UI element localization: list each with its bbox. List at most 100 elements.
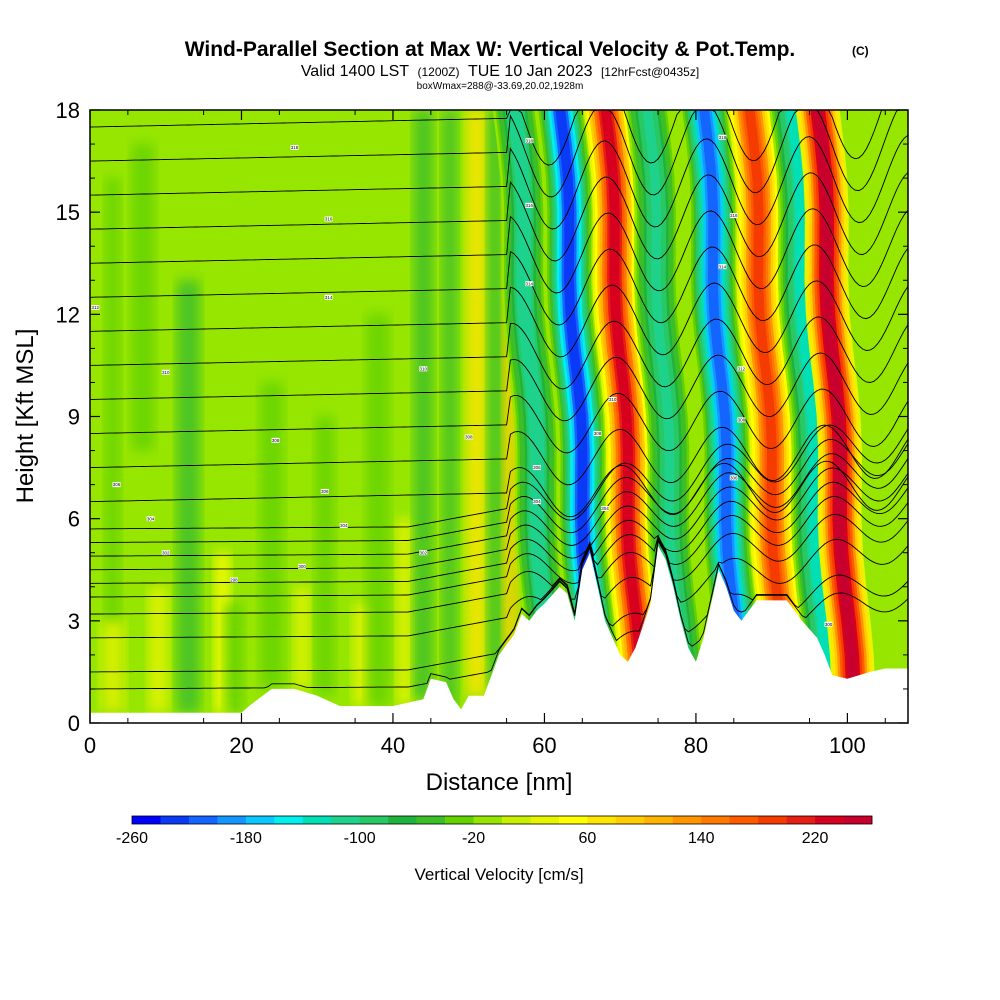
colorbar-swatch <box>331 816 360 824</box>
velocity-band-level <box>812 110 859 723</box>
velocity-band-level <box>699 110 745 723</box>
field-stripe <box>366 314 390 706</box>
colorbar-tick-label: -20 <box>462 830 485 847</box>
field-stripe <box>294 586 310 689</box>
contour-label: 304 <box>147 516 155 521</box>
colorbar-swatch <box>188 816 218 824</box>
x-axis-label: Distance [nm] <box>426 769 573 796</box>
colorbar-swatch <box>558 816 588 824</box>
isentrope-line <box>90 110 908 198</box>
contour-label: 314 <box>325 295 333 300</box>
contour-label: 306 <box>321 489 329 494</box>
isentrope-line <box>90 467 908 571</box>
contour-label: 302 <box>162 550 170 555</box>
contour-label: 318 <box>291 145 299 150</box>
colorbar-swatch <box>359 816 389 824</box>
x-tick-label: 80 <box>684 733 708 758</box>
colorbar-swatch <box>132 816 161 824</box>
colorbar-swatch <box>815 816 844 824</box>
isentrope-line <box>90 388 908 454</box>
y-tick-label: 6 <box>68 507 80 532</box>
contour-label: 318 <box>526 138 534 143</box>
contour-label-bg <box>298 563 307 569</box>
colorbar-swatch <box>530 816 560 824</box>
colorbar-tick-label: 60 <box>578 830 596 847</box>
y-tick-label: 3 <box>68 609 80 634</box>
contour-label: 300 <box>298 564 306 569</box>
contour-label: 310 <box>162 370 170 375</box>
contour-label: 308 <box>738 418 746 423</box>
isentrope-line <box>90 424 908 486</box>
y-axis-label: Height [Kft MSL] <box>12 329 39 504</box>
isentrope-line <box>90 453 908 557</box>
colorbar-swatch <box>672 816 702 824</box>
field-stripe <box>442 110 458 710</box>
isentrope-line <box>90 134 908 230</box>
isentrope-line <box>90 538 908 673</box>
colorbar-tick-label: -100 <box>344 830 376 847</box>
field-stripe <box>260 382 284 689</box>
colorbar-swatch <box>758 816 787 824</box>
chart-subtitle: Valid 1400 LST (1200Z) TUE 10 Jan 2023 [… <box>301 63 699 80</box>
contour-label: 316 <box>730 213 738 218</box>
velocity-band <box>682 110 762 723</box>
contour-label-bg <box>229 577 238 583</box>
colorbar-swatch <box>416 816 446 824</box>
isentrope-line <box>90 280 908 358</box>
isentrope-line <box>90 208 908 294</box>
contour-label: 306 <box>730 475 738 480</box>
contour-label-bg <box>718 134 727 140</box>
contour-label-bg <box>525 281 534 287</box>
contour-label-bg <box>324 294 333 300</box>
isentrope-line <box>90 172 908 262</box>
isentrope-line <box>90 438 908 543</box>
contour-label-bg <box>112 482 121 488</box>
contour-label-bg <box>91 305 100 311</box>
colorbar-swatch <box>701 816 730 824</box>
field-stripe <box>148 586 168 713</box>
x-tick-label: 20 <box>229 733 253 758</box>
contour-label-bg <box>161 550 170 556</box>
contour-label: 308 <box>272 438 280 443</box>
contour-label-bg <box>161 369 170 375</box>
isentrope-line <box>90 316 908 390</box>
contour-label: 316 <box>526 203 534 208</box>
colorbar-swatch <box>245 816 275 824</box>
title-mark: (C) <box>852 44 869 58</box>
colorbar-tick-label: -260 <box>116 830 148 847</box>
colorbar-swatch <box>644 816 674 824</box>
isentropes <box>90 110 908 690</box>
contour-label: 312 <box>738 366 746 371</box>
chart-subtitle-2: boxWmax=288@-33.69,20.02,1928m <box>417 81 584 92</box>
velocity-band-level <box>642 110 688 723</box>
subtitle-forecast: [12hrFcst@0435z] <box>601 65 699 79</box>
contour-label-bg <box>608 396 617 402</box>
subtitle-utc: (1200Z) <box>417 65 459 79</box>
field-stripe <box>131 144 155 451</box>
contour-label-bg <box>324 216 333 222</box>
colorbar-swatch <box>473 816 503 824</box>
contour-label: 298 <box>230 578 238 583</box>
contour-label: 306 <box>113 482 121 487</box>
field-stripe <box>315 416 335 696</box>
colorbar: -260 -180 -100 -20 60 140 220 <box>116 815 873 847</box>
y-tick-label: 18 <box>56 98 80 123</box>
y-tick-label: 15 <box>56 200 80 225</box>
x-tick-label: 60 <box>532 733 556 758</box>
field-stripe <box>224 603 244 713</box>
contour-label: 302 <box>420 550 428 555</box>
contour-label-bg <box>601 505 610 511</box>
contour-label-bg <box>593 431 602 437</box>
contour-label-bg <box>824 621 833 627</box>
field-stripe <box>177 280 200 713</box>
field-stripe <box>466 110 486 696</box>
contour-label: 308 <box>465 435 473 440</box>
isentrope-line <box>90 110 908 166</box>
contour-label-bg <box>271 437 280 443</box>
contour-label-bg <box>419 550 428 556</box>
contour-label-bg <box>419 366 428 372</box>
contour-label-bg <box>718 264 727 270</box>
contour-label: 304 <box>340 523 348 528</box>
contour-label: 304 <box>601 506 609 511</box>
